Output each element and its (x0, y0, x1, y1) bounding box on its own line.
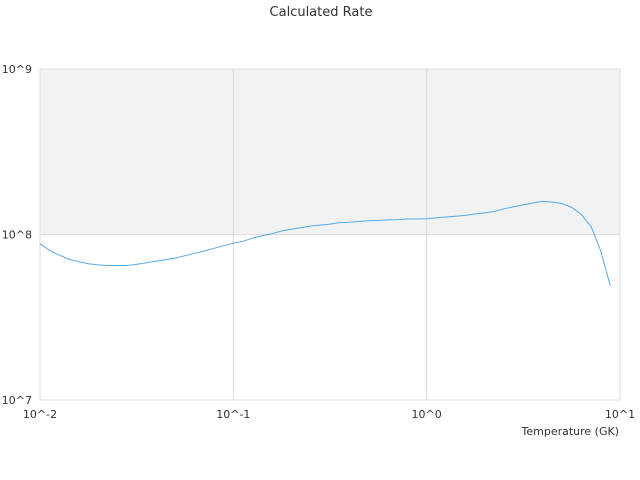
chart-title: Calculated Rate (270, 5, 373, 20)
grid (39, 68, 621, 401)
series-line (39, 200, 611, 286)
x-tick-label: 10^0 (412, 408, 442, 421)
x-tick-label: 10^1 (605, 408, 635, 421)
x-tick-label: 10^-1 (216, 408, 250, 421)
y-tick-label: 10^9 (2, 63, 32, 76)
y-tick-label: 10^7 (2, 394, 32, 407)
plot-band (40, 69, 620, 235)
y-tick-label: 10^8 (2, 229, 32, 242)
x-tick-label: 10^-2 (23, 408, 57, 421)
x-axis-label: Temperature (GK) (521, 425, 620, 438)
tick-labels: 10^-2 10^-1 10^0 10^1 10^7 10^8 10^9 (2, 63, 635, 421)
series-lines (39, 200, 611, 286)
